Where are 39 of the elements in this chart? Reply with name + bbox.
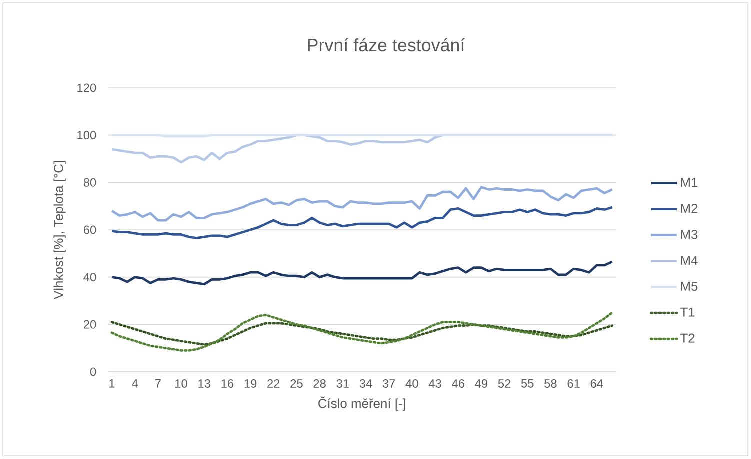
x-tick-label: 19 [244,380,257,388]
x-tick-label: 55 [521,380,534,388]
legend-label: M2 [681,204,698,214]
x-tick-label: 10 [176,380,188,388]
x-tick-label: 28 [314,380,326,388]
x-tick-label: 64 [590,380,604,388]
legend-label: M5 [681,282,698,292]
x-tick-label: 31 [336,380,349,388]
x-tick-label: 16 [222,380,234,388]
x-tick-label: 58 [544,380,557,388]
x-tick-label: 46 [452,380,464,388]
y-tick-label: 60 [84,226,96,234]
x-tick-label: 34 [360,380,372,388]
y-axis-title: Vlhkost [%], Teplota [°C] [54,161,66,300]
x-tick-label: 22 [268,380,280,388]
x-tick-label: 25 [290,380,303,388]
chart-title: První fáze testování [308,38,466,52]
y-tick-label: 100 [78,131,96,140]
x-tick-label: 52 [498,380,511,388]
x-tick-label: 37 [382,380,396,388]
y-tick-label: 0 [90,368,96,376]
x-tick-label: 13 [198,380,210,388]
y-tick-label: 80 [84,178,96,187]
x-tick-label: 1 [110,380,115,388]
x-axis-title: Číslo měření [-] [318,396,406,411]
y-tick-label: 120 [78,84,96,92]
legend-label: T2 [680,334,695,343]
x-tick-label: 61 [568,380,580,388]
x-tick-label: 49 [475,380,488,388]
x-tick-label: 40 [406,380,418,388]
x-tick-label: 4 [132,380,138,388]
y-tick-label: 40 [84,273,96,282]
x-tick-label: 7 [155,380,161,388]
x-tick-label: 43 [428,380,442,388]
legend-label: T1 [680,308,695,317]
legend-label: M3 [681,230,698,240]
y-tick-label: 20 [84,320,96,329]
legend-label: M1 [681,178,698,188]
legend-label: M4 [681,256,698,265]
